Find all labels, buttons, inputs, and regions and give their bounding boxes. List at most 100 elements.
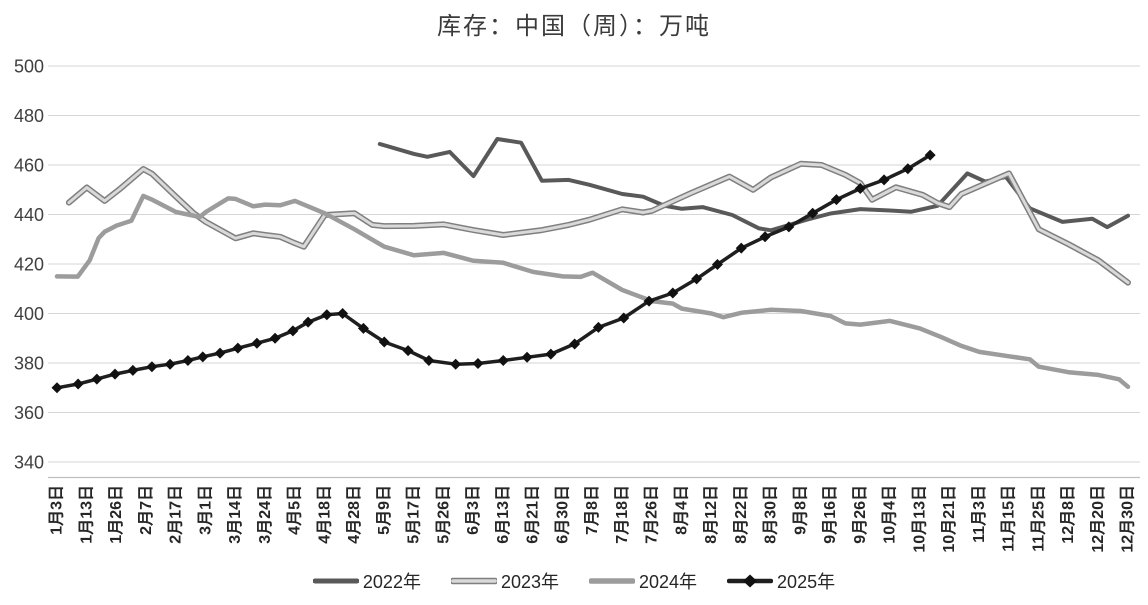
diamond-marker: [357, 322, 369, 334]
diamond-marker: [854, 183, 866, 195]
legend-label-2024: 2024年: [639, 572, 698, 592]
diamond-marker: [735, 242, 747, 254]
diamond-marker: [402, 345, 414, 357]
x-axis-label: 6月30日: [553, 485, 571, 544]
diamond-marker: [521, 351, 533, 363]
x-axis-label: 8月30日: [762, 485, 780, 544]
x-axis-label: 8月4日: [672, 485, 690, 535]
diamond-marker: [321, 309, 333, 321]
legend-item-2024: 2024年: [589, 568, 697, 594]
chart-title: 库存：中国（周）：万吨: [437, 12, 711, 40]
diamond-marker: [378, 336, 390, 348]
diamond-marker: [643, 295, 655, 307]
x-axis-label: 7月18日: [613, 485, 631, 544]
legend: 2022年 2023年 2024年 2025年: [0, 568, 1148, 594]
diamond-marker: [109, 368, 121, 380]
diamond-marker: [545, 348, 557, 360]
diamond-marker: [472, 357, 484, 369]
diamond-marker: [146, 361, 158, 373]
diamond-marker: [711, 258, 723, 270]
x-axis-label: 12月30日: [1119, 485, 1137, 553]
x-axis-label: 4月18日: [315, 485, 333, 544]
x-axis-label: 11月25日: [1029, 485, 1047, 552]
x-axis-label: 8月22日: [732, 485, 750, 544]
diamond-marker: [807, 207, 819, 219]
diamond-marker: [618, 312, 630, 324]
x-axis-label: 10月13日: [910, 485, 928, 553]
legend-diamond-icon: [743, 574, 758, 588]
diamond-marker: [214, 347, 226, 359]
x-axis-label: 4月28日: [345, 485, 363, 544]
x-axis-label: 6月13日: [494, 485, 512, 544]
diamond-marker: [592, 321, 604, 333]
y-axis-label: 480: [14, 106, 44, 126]
x-axis-label: 6月3日: [464, 485, 482, 535]
legend-label-2025: 2025年: [777, 572, 836, 592]
diamond-marker: [302, 316, 314, 328]
y-axis-label: 360: [14, 403, 44, 423]
x-axis-label: 10月4日: [881, 485, 899, 544]
diamond-marker: [51, 382, 63, 394]
x-axis-label: 12月8日: [1059, 485, 1077, 544]
series-line-2023年: [65, 160, 1131, 286]
series-line-2023年: [67, 162, 1130, 285]
legend-item-2022: 2022年: [312, 568, 421, 594]
diamond-marker: [127, 364, 139, 376]
diamond-marker: [337, 308, 349, 319]
y-axis-label: 340: [14, 452, 44, 472]
x-axis-label: 5月9日: [375, 485, 393, 535]
x-axis-label: 5月17日: [405, 485, 423, 544]
legend-label-2022: 2022年: [362, 572, 421, 592]
x-axis-label: 5月26日: [434, 485, 452, 544]
diamond-marker: [691, 273, 703, 285]
diamond-marker: [269, 332, 281, 344]
legend-line-2023-icon: [450, 577, 497, 585]
x-axis-label: 7月8日: [583, 485, 601, 535]
legend-label-2023: 2023年: [500, 572, 559, 592]
x-axis-label: 12月20日: [1089, 485, 1107, 553]
x-axis-label: 3月14日: [226, 485, 244, 544]
x-axis-label: 1月13日: [77, 485, 95, 544]
legend-line-2022-icon: [312, 578, 359, 584]
diamond-marker: [497, 355, 509, 367]
x-axis-label: 1月26日: [107, 485, 125, 544]
x-axis-label: 9月8日: [791, 485, 809, 535]
diamond-marker: [232, 342, 244, 354]
series-line-2025年: [55, 153, 932, 390]
x-axis-label: 11月3日: [970, 485, 988, 543]
diamond-marker: [72, 378, 84, 390]
diamond-marker: [878, 174, 890, 186]
diamond-marker: [830, 194, 842, 206]
x-axis-label: 2月7日: [137, 485, 155, 535]
y-axis-label: 420: [14, 254, 44, 274]
legend-item-2023: 2023年: [450, 568, 559, 594]
diamond-marker: [450, 358, 462, 370]
diamond-marker: [287, 325, 299, 337]
y-axis-label: 380: [14, 353, 44, 373]
series-line-2024年: [54, 193, 1131, 390]
diamond-marker: [164, 358, 176, 370]
legend-line-2024-icon: [589, 578, 635, 584]
x-axis-label: 8月12日: [702, 485, 720, 544]
x-axis-label: 4月5日: [286, 485, 304, 535]
y-axis-label: 460: [14, 155, 44, 175]
diamond-marker: [759, 231, 771, 243]
diamond-marker: [91, 373, 103, 385]
legend-item-2025: 2025年: [727, 568, 835, 594]
x-axis-label: 7月26日: [643, 485, 661, 544]
y-axis-label: 500: [14, 56, 44, 76]
x-axis-label: 9月26日: [851, 485, 869, 544]
diamond-marker: [924, 149, 936, 161]
y-axis-label: 440: [14, 205, 44, 225]
y-axis-label: 400: [14, 304, 44, 324]
x-axis-label: 1月3日: [48, 485, 66, 535]
x-axis-label: 6月21日: [524, 485, 542, 544]
diamond-marker: [902, 163, 914, 175]
legend-line-2025-icon: [727, 574, 774, 588]
diamond-marker: [182, 355, 194, 367]
diamond-marker: [197, 351, 209, 363]
x-axis-label: 3月24日: [256, 485, 274, 544]
diamond-marker: [251, 337, 263, 349]
x-axis-label: 10月21日: [940, 485, 958, 553]
